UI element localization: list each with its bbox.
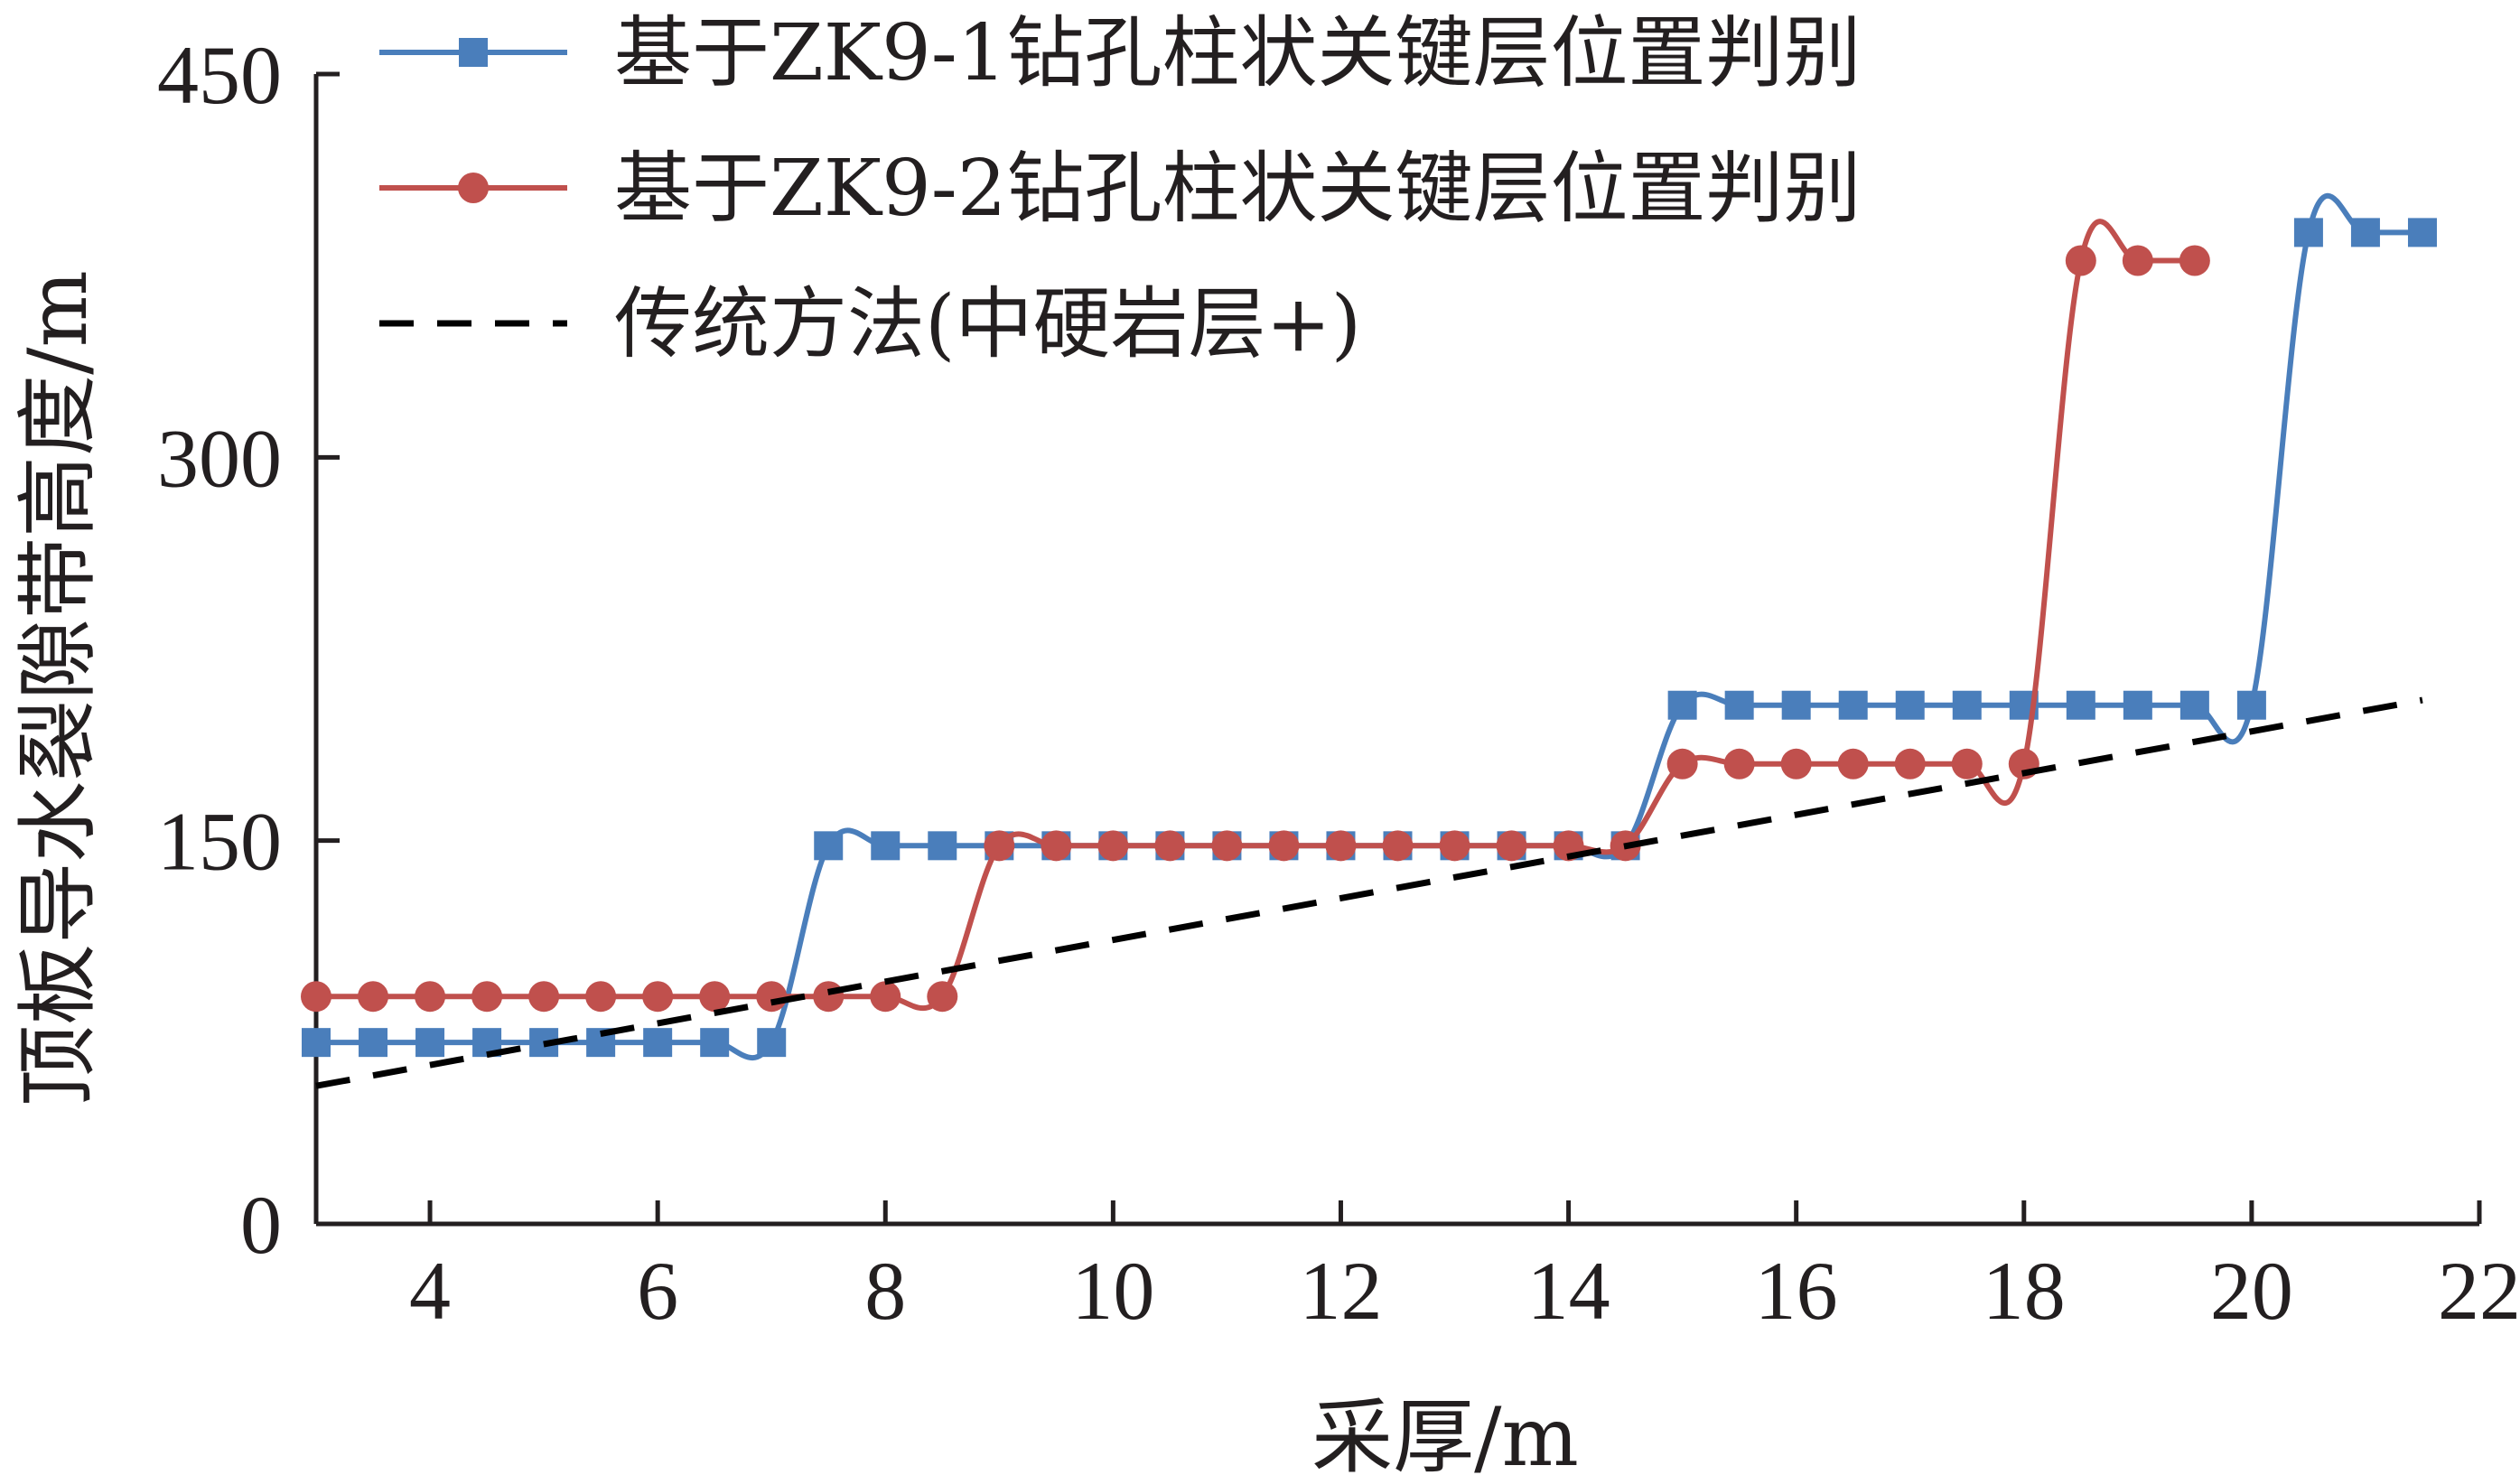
legend-label-3: 传统方法(中硬岩层+) — [614, 279, 1361, 369]
series-2-point — [1496, 830, 1527, 862]
series-2-point — [1894, 748, 1926, 780]
series-2-point — [1723, 748, 1755, 780]
x-tick-label: 4 — [409, 1245, 451, 1337]
x-tick-label: 12 — [1299, 1245, 1382, 1337]
series-1-point — [2236, 690, 2266, 720]
series-2-point — [585, 981, 617, 1013]
series-2-point — [1780, 748, 1812, 780]
x-tick-label: 20 — [2210, 1245, 2293, 1337]
series-1-point — [871, 831, 901, 861]
series-2-point — [699, 981, 731, 1013]
series-1-point — [2066, 690, 2095, 720]
series-1-point — [302, 1028, 331, 1058]
series-2-point — [870, 981, 901, 1013]
x-axis-label: 采厚/m — [1311, 1390, 1579, 1475]
y-tick-label: 0 — [240, 1179, 282, 1271]
series-1-point — [1838, 690, 1868, 720]
y-tick-label: 150 — [157, 796, 282, 888]
series-2-point — [471, 981, 503, 1013]
x-tick-label: 8 — [864, 1245, 906, 1337]
x-tick-label: 6 — [637, 1245, 678, 1337]
series-2-point — [1154, 830, 1186, 862]
series-2-point — [1041, 830, 1072, 862]
series-1-point — [814, 831, 844, 861]
series-2-point — [813, 981, 845, 1013]
series-2-point — [1097, 830, 1129, 862]
series-1-point — [1952, 690, 1982, 720]
series-1-point — [2350, 218, 2380, 247]
series-2-point — [2065, 245, 2096, 276]
series-2-point — [984, 830, 1015, 862]
series-1-point — [2179, 690, 2209, 720]
x-tick-label: 22 — [2438, 1245, 2520, 1337]
series-1-point — [359, 1028, 388, 1058]
y-axis-label: 顶板导水裂隙带高度/m — [11, 270, 106, 1106]
series-2-point — [415, 981, 446, 1013]
series-2-point — [642, 981, 674, 1013]
series-2-point — [301, 981, 331, 1013]
series-2-point — [756, 981, 788, 1013]
series-2-point — [1211, 830, 1243, 862]
legend-marker-1 — [459, 38, 488, 67]
series-1-point — [2407, 218, 2437, 247]
series-1-point — [643, 1028, 673, 1058]
series-2-point — [2122, 245, 2153, 276]
x-tick-label: 16 — [1755, 1245, 1838, 1337]
series-1-point — [2293, 218, 2323, 247]
series-1-point — [2123, 690, 2152, 720]
series-1-point — [1724, 690, 1754, 720]
y-tick-label: 300 — [157, 412, 282, 504]
x-tick-label: 10 — [1071, 1245, 1154, 1337]
series-1-point — [928, 831, 957, 861]
x-tick-label: 18 — [1983, 1245, 2066, 1337]
series-1-point — [1667, 690, 1697, 720]
series-2-point — [2179, 245, 2210, 276]
legend: 基于ZK9-1钻孔柱状关键层位置判别基于ZK9-2钻孔柱状关键层位置判别传统方法… — [379, 8, 1862, 369]
series-2-point — [1837, 748, 1869, 780]
series-2-point — [528, 981, 560, 1013]
series-layer — [301, 192, 2437, 1089]
legend-marker-2 — [458, 173, 489, 203]
series-1-point — [757, 1028, 787, 1058]
x-tick-label: 14 — [1527, 1245, 1610, 1337]
series-1-point — [415, 1028, 445, 1058]
series-2-point — [1666, 748, 1698, 780]
series-1-point — [1781, 690, 1811, 720]
series-2-point — [1325, 830, 1357, 862]
axes-layer: 4 6 8 10 12 14 16 18 20 22 0 150 300 450 — [157, 29, 2520, 1337]
series-2-point — [1951, 748, 1983, 780]
y-tick-label: 450 — [157, 29, 282, 121]
series-1-point — [700, 1028, 730, 1058]
series-2-point — [358, 981, 389, 1013]
legend-label-2: 基于ZK9-2钻孔柱状关键层位置判别 — [614, 144, 1862, 234]
series-2-point — [1268, 830, 1300, 862]
series-2-point — [1382, 830, 1414, 862]
series-3-line — [315, 696, 2423, 1089]
legend-label-1: 基于ZK9-1钻孔柱状关键层位置判别 — [614, 8, 1862, 98]
series-2-point — [927, 981, 958, 1013]
series-1-point — [1895, 690, 1925, 720]
series-2-point — [1439, 830, 1470, 862]
